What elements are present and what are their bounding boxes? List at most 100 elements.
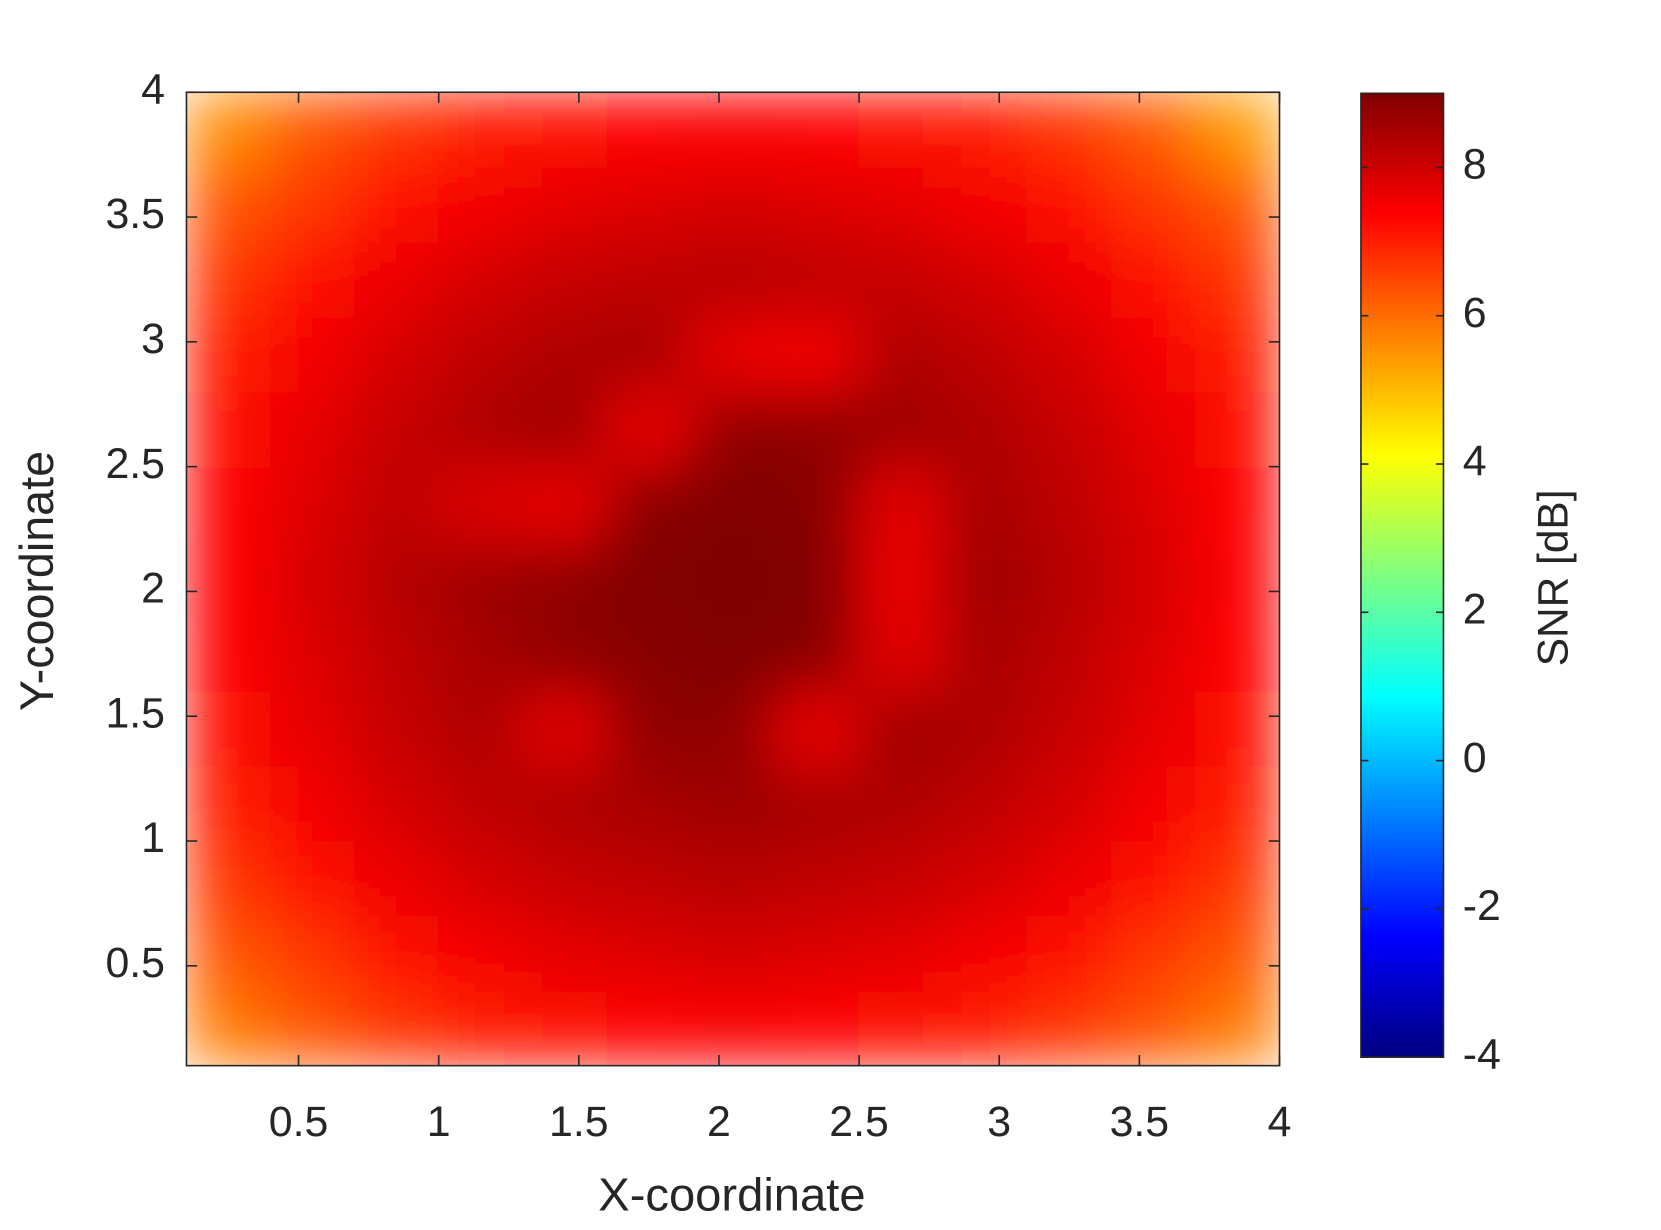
heat-cell <box>1026 915 1112 992</box>
heat-cell <box>942 166 1028 243</box>
y-tick-label: 1 <box>141 814 165 862</box>
heat-cell <box>1026 241 1112 318</box>
heat-cell <box>1026 466 1112 543</box>
heat-cell <box>270 166 356 243</box>
heat-cell <box>1110 316 1196 393</box>
heat-cell <box>606 316 692 393</box>
heat-cell <box>522 466 608 543</box>
heat-cell <box>774 840 860 917</box>
heat-cell <box>606 466 692 543</box>
heat-cell <box>1110 615 1196 692</box>
heat-cell <box>522 915 608 992</box>
y-tick-label: 3.5 <box>105 190 165 238</box>
heat-cell <box>522 92 608 168</box>
heat-cell <box>270 915 356 992</box>
heat-cell <box>858 540 944 617</box>
heat-cell <box>522 316 608 393</box>
heat-cell <box>354 765 440 842</box>
heat-cell <box>186 241 272 318</box>
heat-cell <box>858 765 944 842</box>
heat-cell <box>1110 990 1196 1066</box>
heat-cell <box>1194 765 1280 842</box>
heat-cell <box>858 840 944 917</box>
heat-cell <box>1026 92 1112 168</box>
heat-cell <box>1110 391 1196 468</box>
heat-cell <box>1026 840 1112 917</box>
heat-cell <box>186 690 272 767</box>
heat-cell <box>690 241 776 318</box>
heat-cell <box>690 765 776 842</box>
heat-cell <box>690 690 776 767</box>
heat-cell <box>354 840 440 917</box>
heat-cell <box>1026 166 1112 243</box>
heat-cell <box>186 615 272 692</box>
heat-cell <box>522 840 608 917</box>
y-tick-label: 3 <box>141 315 165 363</box>
heat-cell <box>354 915 440 992</box>
colorbar-tick-label: 0 <box>1463 734 1487 782</box>
colorbar-tick-label: 4 <box>1463 437 1487 485</box>
heat-cell <box>1026 540 1112 617</box>
heat-cell <box>1194 466 1280 543</box>
heat-cell <box>186 765 272 842</box>
heat-cell <box>186 915 272 992</box>
heat-cell <box>522 391 608 468</box>
heat-cell <box>270 840 356 917</box>
heat-cell <box>774 690 860 767</box>
heat-cell <box>1194 615 1280 692</box>
heat-cell <box>858 391 944 468</box>
heat-cell <box>270 690 356 767</box>
colorbar <box>1360 92 1445 1058</box>
heat-cell <box>858 915 944 992</box>
heat-cell <box>186 92 272 168</box>
heat-cell <box>606 615 692 692</box>
heat-cell <box>774 990 860 1066</box>
heat-cell <box>942 765 1028 842</box>
heat-cell <box>1110 765 1196 842</box>
heat-cell <box>690 466 776 543</box>
x-tick-label: 1 <box>427 1098 451 1146</box>
heat-cell <box>354 241 440 318</box>
heat-cell <box>354 166 440 243</box>
heat-cell <box>690 540 776 617</box>
heat-cell <box>522 241 608 318</box>
heat-cell <box>1110 241 1196 318</box>
heat-cell <box>942 241 1028 318</box>
heat-cell <box>270 990 356 1066</box>
heat-cell <box>942 316 1028 393</box>
heat-cell <box>858 990 944 1066</box>
heat-cell <box>942 391 1028 468</box>
heat-cell <box>942 92 1028 168</box>
heat-cell <box>270 615 356 692</box>
heat-cell <box>186 166 272 243</box>
heat-cell <box>1194 92 1280 168</box>
heat-cell <box>942 915 1028 992</box>
heat-cell <box>1026 316 1112 393</box>
heat-cell <box>606 765 692 842</box>
heat-cell <box>942 466 1028 543</box>
heat-cell <box>774 316 860 393</box>
heat-cell <box>1194 316 1280 393</box>
heat-cell <box>1026 690 1112 767</box>
heatmap <box>186 92 1280 1066</box>
heat-cell <box>438 840 524 917</box>
heat-cell <box>186 391 272 468</box>
heat-cell <box>690 92 776 168</box>
x-tick-label: 2 <box>707 1098 731 1146</box>
heat-cell <box>186 540 272 617</box>
heat-cell <box>522 690 608 767</box>
heat-cell <box>1110 690 1196 767</box>
heat-cell <box>438 615 524 692</box>
heat-cell <box>690 915 776 992</box>
heat-cell <box>1110 166 1196 243</box>
heat-cell <box>942 840 1028 917</box>
heat-cell <box>270 316 356 393</box>
heat-cell <box>606 540 692 617</box>
heat-cell <box>606 990 692 1066</box>
heat-cell <box>774 92 860 168</box>
plot-frame <box>185 91 1281 1067</box>
colorbar-tick-label: 6 <box>1463 289 1487 337</box>
heat-cell <box>858 615 944 692</box>
